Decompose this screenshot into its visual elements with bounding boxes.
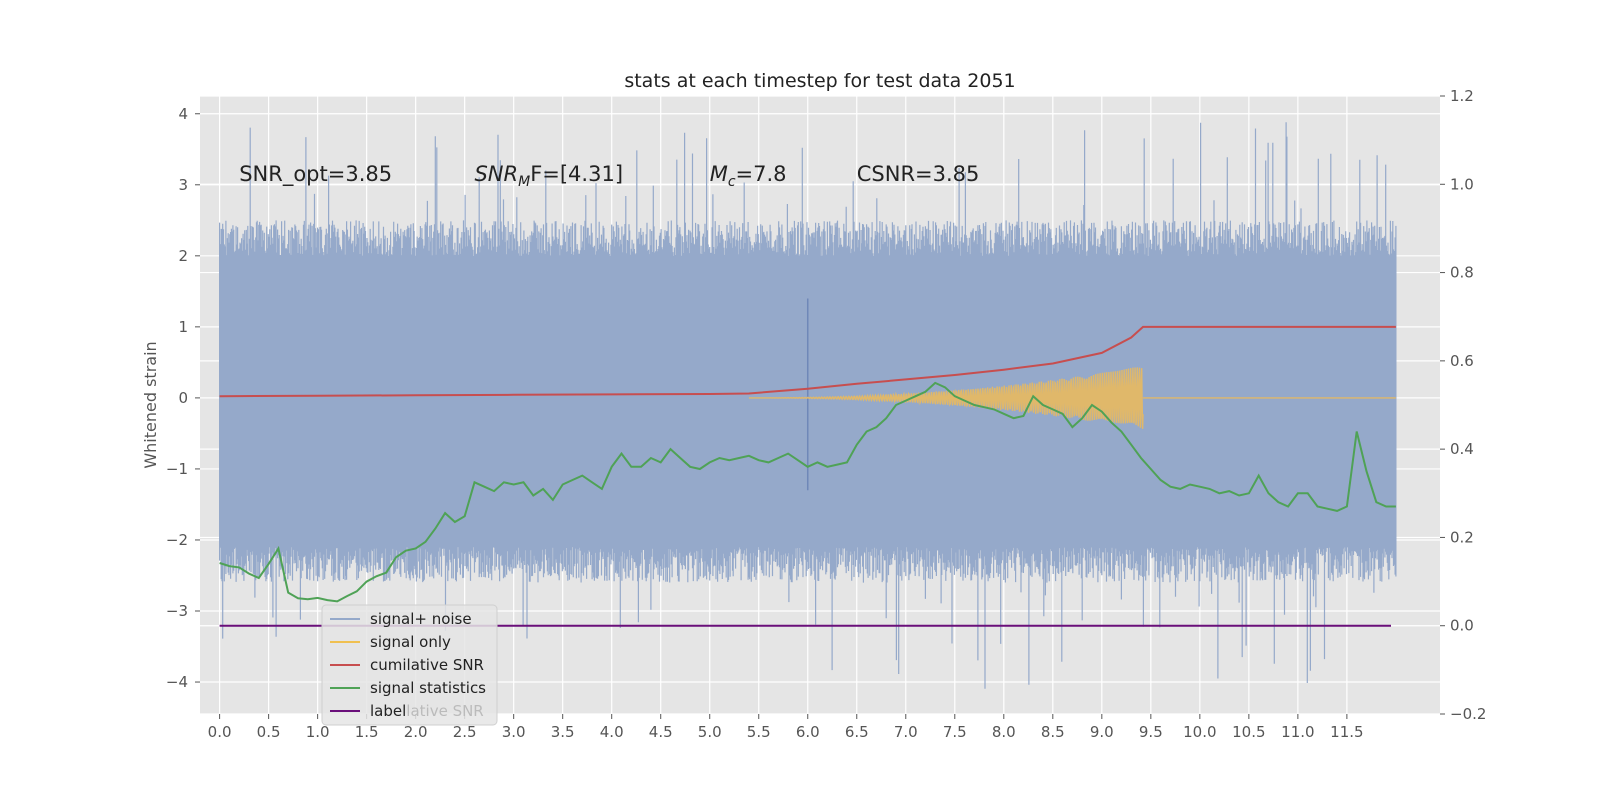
x-tick-label: 0.0 <box>208 723 232 741</box>
y2-tick-label: 0.6 <box>1450 352 1474 370</box>
annotations: SNR_opt=3.85 SNRMF=[4.31] Mc=7.8 CSNR=3.85 <box>239 162 979 190</box>
annotation-snr-mf: SNRMF=[4.31] <box>474 162 623 190</box>
y-tick-label: 0 <box>178 389 188 407</box>
y2-tick-label: 0.4 <box>1450 440 1474 458</box>
legend: signal+ noise signal only cumilative SNR si… <box>321 604 498 726</box>
x-tick-label: 9.0 <box>1090 723 1114 741</box>
x-tick-label: 4.0 <box>600 723 624 741</box>
x-tick-label: 5.0 <box>698 723 722 741</box>
legend-label: signal only <box>370 633 451 651</box>
signal-only-series <box>748 367 1396 429</box>
x-tick-label: 2.5 <box>453 723 477 741</box>
signal-statistics-line <box>219 381 1396 603</box>
y2-tick-label: −0.2 <box>1450 705 1486 723</box>
x-tick-label: 11.0 <box>1281 723 1314 741</box>
y-tick-label: −4 <box>166 673 188 691</box>
annotation-csnr: CSNR=3.85 <box>857 162 980 186</box>
y-axis-label: Whitened strain <box>141 341 160 468</box>
annotation-snr-opt: SNR_opt=3.85 <box>239 162 392 187</box>
y-tick-label: 4 <box>178 105 188 123</box>
legend-label: signal+ noise <box>370 610 472 628</box>
x-tick-label: 8.5 <box>1041 723 1065 741</box>
x-tick-label: 3.0 <box>502 723 526 741</box>
x-tick-label: 7.5 <box>943 723 967 741</box>
y-tick-label: −1 <box>166 460 188 478</box>
y2-tick-label: 0.0 <box>1450 617 1474 635</box>
y-tick-label: −3 <box>166 602 188 620</box>
legend-label: cumilative SNR <box>370 656 484 674</box>
x-tick-label: 9.5 <box>1139 723 1163 741</box>
legend-ghost-text: lative SNR <box>406 702 483 720</box>
annotation-mc: Mc=7.8 <box>710 162 787 190</box>
y2-tick-label: 0.8 <box>1450 264 1474 282</box>
y-tick-label: −2 <box>166 531 188 549</box>
x-tick-label: 1.0 <box>306 723 330 741</box>
legend-label: signal statistics <box>370 679 486 697</box>
legend-label: labellative SNR <box>370 702 484 720</box>
x-tick-label: 7.0 <box>894 723 918 741</box>
x-tick-label: 4.5 <box>649 723 673 741</box>
x-tick-label: 3.5 <box>551 723 575 741</box>
legend-box <box>321 604 498 726</box>
axes: 0.0 0.5 1.0 1.5 2.0 2.5 3.0 3.5 4.0 4.5 5.0 5.5 6.0 6… <box>166 87 1487 741</box>
x-tick-label: 6.5 <box>845 723 869 741</box>
x-tick-label: 10.5 <box>1232 723 1265 741</box>
x-tick-label: 1.5 <box>355 723 379 741</box>
y2-tick-label: 1.2 <box>1450 87 1474 105</box>
chart-title: stats at each timestep for test data 205… <box>624 70 1015 92</box>
signal-only-chirp <box>748 367 1144 429</box>
x-tick-label: 11.5 <box>1330 723 1363 741</box>
y-tick-label: 1 <box>178 318 188 336</box>
x-tick-label: 10.0 <box>1183 723 1216 741</box>
x-tick-label: 0.5 <box>257 723 281 741</box>
x-tick-label: 2.0 <box>404 723 428 741</box>
y-tick-label: 2 <box>178 247 188 265</box>
x-tick-label: 6.0 <box>796 723 820 741</box>
y-tick-label: 3 <box>178 176 188 194</box>
y2-tick-label: 1.0 <box>1450 175 1474 193</box>
x-tick-label: 8.0 <box>992 723 1016 741</box>
signal-noise-series <box>219 122 1397 689</box>
y2-tick-label: 0.2 <box>1450 528 1474 546</box>
x-tick-label: 5.5 <box>747 723 771 741</box>
cumulative-snr-line <box>219 325 1396 398</box>
